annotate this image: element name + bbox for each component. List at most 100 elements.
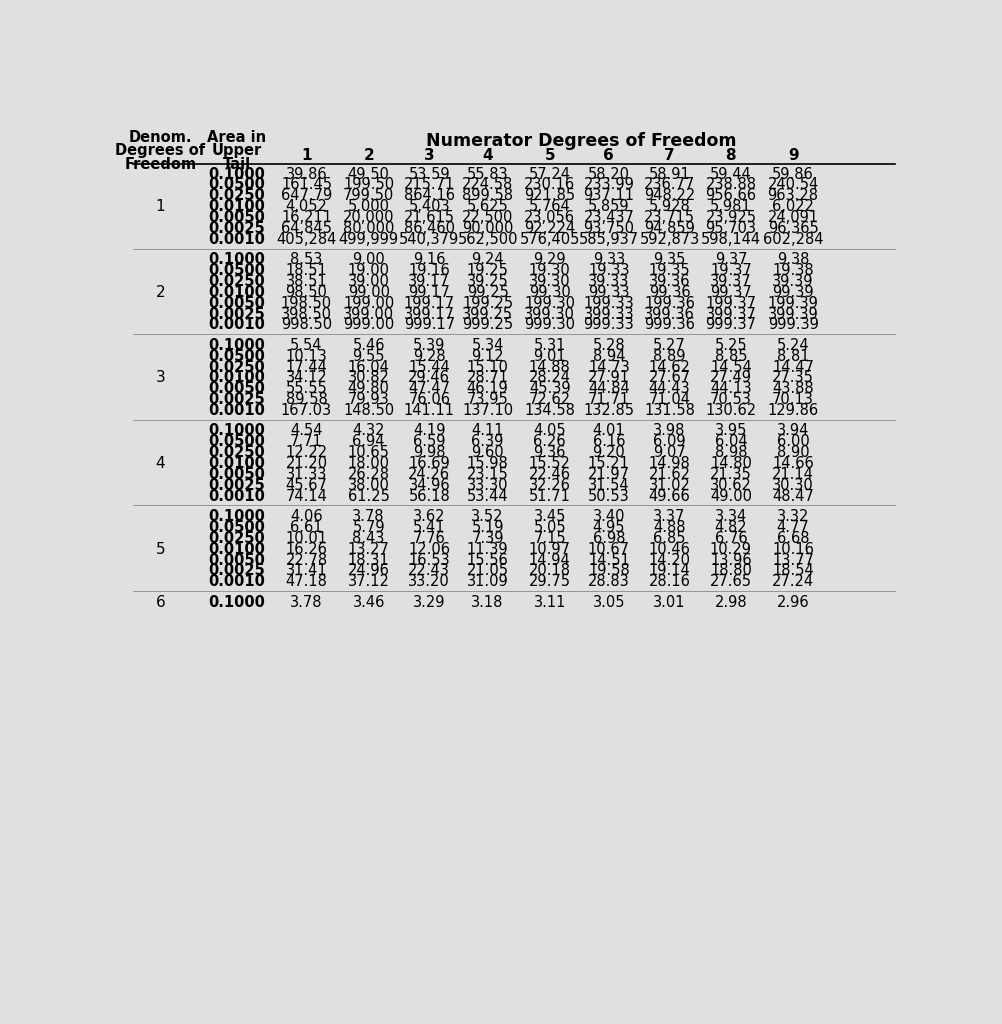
Text: 18.54: 18.54 [772, 563, 814, 579]
Text: 37.12: 37.12 [348, 574, 389, 590]
Text: 90,000: 90,000 [462, 221, 513, 236]
Text: 7.71: 7.71 [290, 434, 323, 450]
Text: 61.25: 61.25 [348, 488, 389, 504]
Text: 45.67: 45.67 [286, 478, 327, 493]
Text: 6.39: 6.39 [471, 434, 503, 450]
Text: 540,379: 540,379 [399, 231, 459, 247]
Text: 22.78: 22.78 [286, 553, 328, 567]
Text: 9.38: 9.38 [777, 252, 809, 267]
Text: 10.29: 10.29 [709, 542, 752, 557]
Text: 15.44: 15.44 [408, 359, 450, 375]
Text: 29.46: 29.46 [408, 371, 450, 385]
Text: 14.51: 14.51 [587, 553, 629, 567]
Text: 4.32: 4.32 [352, 424, 385, 438]
Text: 199.33: 199.33 [583, 296, 633, 310]
Text: 4.11: 4.11 [471, 424, 503, 438]
Text: 148.50: 148.50 [343, 403, 394, 418]
Text: 4.06: 4.06 [290, 509, 323, 524]
Text: 7.15: 7.15 [533, 530, 565, 546]
Text: 6,022: 6,022 [772, 200, 814, 214]
Text: 4.19: 4.19 [413, 424, 445, 438]
Text: 499,999: 499,999 [339, 231, 399, 247]
Text: 3.78: 3.78 [290, 595, 323, 609]
Text: 199.17: 199.17 [404, 296, 455, 310]
Text: 22.46: 22.46 [528, 467, 570, 482]
Text: 3.37: 3.37 [652, 509, 685, 524]
Text: 71.04: 71.04 [648, 392, 689, 408]
Text: 5.28: 5.28 [592, 338, 624, 353]
Text: 8.90: 8.90 [776, 445, 809, 460]
Text: 30.62: 30.62 [709, 478, 752, 493]
Text: 199.25: 199.25 [462, 296, 513, 310]
Text: 963.28: 963.28 [767, 188, 818, 204]
Text: 240.54: 240.54 [767, 177, 818, 193]
Text: 47.18: 47.18 [286, 574, 327, 590]
Text: 31.09: 31.09 [466, 574, 508, 590]
Text: 27.49: 27.49 [709, 371, 752, 385]
Text: 15.56: 15.56 [466, 553, 508, 567]
Text: 14.80: 14.80 [709, 456, 752, 471]
Text: 70.13: 70.13 [772, 392, 814, 408]
Text: 59.44: 59.44 [709, 167, 752, 181]
Text: 0.0010: 0.0010 [207, 574, 265, 590]
Text: 3.62: 3.62 [413, 509, 445, 524]
Text: 4.88: 4.88 [652, 520, 685, 535]
Text: 0.0050: 0.0050 [207, 467, 265, 482]
Text: 0.0100: 0.0100 [207, 285, 265, 300]
Text: 4.05: 4.05 [533, 424, 565, 438]
Text: 6.59: 6.59 [413, 434, 445, 450]
Text: 14.54: 14.54 [709, 359, 752, 375]
Text: 49.80: 49.80 [348, 381, 389, 396]
Text: 0.0250: 0.0250 [208, 188, 265, 204]
Text: 21.35: 21.35 [709, 467, 752, 482]
Text: 5: 5 [155, 542, 165, 557]
Text: 5.34: 5.34 [471, 338, 503, 353]
Text: 21.05: 21.05 [466, 563, 508, 579]
Text: 39.33: 39.33 [587, 274, 629, 289]
Text: 31.02: 31.02 [648, 478, 689, 493]
Text: 199.30: 199.30 [524, 296, 575, 310]
Text: 20.18: 20.18 [528, 563, 570, 579]
Text: 6: 6 [603, 148, 613, 164]
Text: 4: 4 [482, 148, 492, 164]
Text: 22,500: 22,500 [462, 210, 513, 225]
Text: 10.01: 10.01 [286, 530, 328, 546]
Text: 132.85: 132.85 [583, 403, 633, 418]
Text: 99.17: 99.17 [408, 285, 450, 300]
Text: 34.12: 34.12 [286, 371, 327, 385]
Text: 95,703: 95,703 [704, 221, 756, 236]
Text: 46.19: 46.19 [466, 381, 508, 396]
Text: 0.1000: 0.1000 [207, 509, 265, 524]
Text: 3.29: 3.29 [413, 595, 445, 609]
Text: 5.24: 5.24 [776, 338, 809, 353]
Text: 0.0025: 0.0025 [208, 392, 265, 408]
Text: 19.16: 19.16 [408, 263, 450, 279]
Text: 99.30: 99.30 [528, 285, 570, 300]
Text: 99.25: 99.25 [466, 285, 508, 300]
Text: 9.29: 9.29 [533, 252, 565, 267]
Text: 20,000: 20,000 [343, 210, 394, 225]
Text: 80,000: 80,000 [343, 221, 394, 236]
Text: 405,284: 405,284 [276, 231, 337, 247]
Text: 24,091: 24,091 [767, 210, 818, 225]
Text: 0.0050: 0.0050 [207, 381, 265, 396]
Text: 0.0025: 0.0025 [208, 306, 265, 322]
Text: 9.37: 9.37 [714, 252, 746, 267]
Text: 9: 9 [787, 148, 798, 164]
Text: 15.21: 15.21 [587, 456, 629, 471]
Text: 14.98: 14.98 [648, 456, 689, 471]
Text: 130.62: 130.62 [704, 403, 756, 418]
Text: 899.58: 899.58 [462, 188, 513, 204]
Text: 99.00: 99.00 [348, 285, 390, 300]
Text: 999.39: 999.39 [767, 317, 818, 333]
Text: 0.1000: 0.1000 [207, 252, 265, 267]
Text: 399.39: 399.39 [767, 306, 818, 322]
Text: 89.58: 89.58 [286, 392, 327, 408]
Text: 44.84: 44.84 [587, 381, 629, 396]
Text: 937.11: 937.11 [583, 188, 633, 204]
Text: 19.35: 19.35 [648, 263, 689, 279]
Text: 921.85: 921.85 [524, 188, 575, 204]
Text: 49.50: 49.50 [348, 167, 389, 181]
Text: 0.0500: 0.0500 [207, 349, 265, 364]
Text: 23,715: 23,715 [643, 210, 694, 225]
